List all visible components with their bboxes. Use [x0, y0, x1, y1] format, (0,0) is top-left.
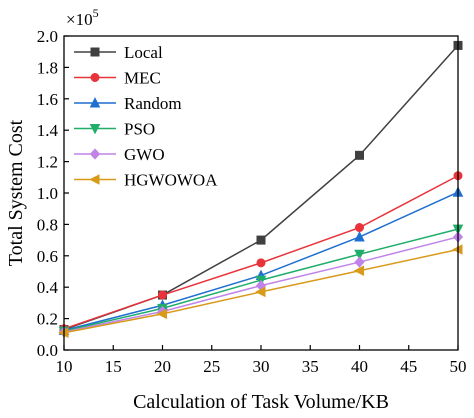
legend-label: Local	[124, 43, 163, 62]
data-point	[354, 231, 365, 242]
y-tick-label: 0.8	[37, 215, 58, 234]
legend-label: Random	[124, 94, 182, 113]
y-tick-label: 0.4	[37, 278, 59, 297]
y-multiplier-base: ×10	[66, 10, 93, 29]
data-point	[255, 286, 266, 298]
x-tick-label: 10	[56, 357, 73, 376]
y-tick-label: 1.4	[37, 121, 59, 140]
plot-frame	[63, 35, 459, 351]
legend-item: PSO	[74, 120, 155, 139]
legend-marker	[90, 73, 100, 83]
data-point	[354, 249, 365, 261]
x-tick-label: 45	[400, 357, 417, 376]
x-tick-label: 40	[351, 357, 368, 376]
x-tick-label: 30	[253, 357, 270, 376]
data-point	[354, 256, 365, 268]
y-tick-label: 1.0	[37, 184, 58, 203]
legend-item: Local	[74, 43, 163, 62]
legend-marker	[89, 97, 101, 108]
series-mec	[59, 171, 463, 334]
y-tick-label: 1.6	[37, 90, 58, 109]
legend-item: GWO	[74, 145, 165, 164]
x-axis-label: Calculation of Task Volume/KB	[133, 391, 389, 413]
x-tick-label: 20	[154, 357, 171, 376]
y-axis-label: Total System Cost	[5, 119, 27, 266]
legend-label: PSO	[124, 120, 155, 139]
legend-label: GWO	[124, 145, 165, 164]
y-multiplier: ×105	[66, 6, 99, 29]
x-tick-label: 15	[105, 357, 122, 376]
y-tick-label: 0.0	[37, 341, 58, 360]
y-tick-label: 0.2	[37, 310, 58, 329]
legend-marker	[89, 148, 101, 160]
series-layer	[58, 40, 464, 339]
x-tick-label: 25	[203, 357, 220, 376]
y-tick-label: 1.2	[37, 153, 58, 172]
axis-ticks: 10 15 20 25 30 35 40 45 50 0.0 0.2 0.4 0.6 0.8 1.0 1.2 1…	[37, 27, 467, 376]
legend-marker	[89, 124, 101, 135]
legend-label: MEC	[124, 69, 161, 88]
legend-marker	[89, 174, 100, 185]
legend-item: MEC	[74, 69, 161, 88]
y-tick-label: 1.8	[37, 58, 58, 77]
data-point	[354, 223, 364, 233]
data-point	[353, 265, 365, 277]
data-point	[256, 258, 266, 268]
data-point	[354, 150, 364, 160]
legend-label: HGWOWOA	[124, 171, 218, 190]
x-tick-label: 50	[450, 357, 467, 376]
y-tick-label: 0.6	[37, 247, 58, 266]
x-tick-label: 35	[302, 357, 319, 376]
data-point	[256, 235, 266, 245]
legend-marker	[90, 47, 100, 57]
legend: Local MEC Random PSO GWO HGWOWOA	[74, 43, 218, 190]
data-point	[156, 308, 167, 320]
data-point	[158, 290, 168, 300]
legend-item: Random	[74, 94, 182, 113]
y-multiplier-exponent: 5	[93, 6, 99, 20]
series-hgwowoa	[58, 244, 463, 339]
legend-item: HGWOWOA	[74, 171, 218, 190]
y-tick-label: 2.0	[37, 27, 58, 46]
